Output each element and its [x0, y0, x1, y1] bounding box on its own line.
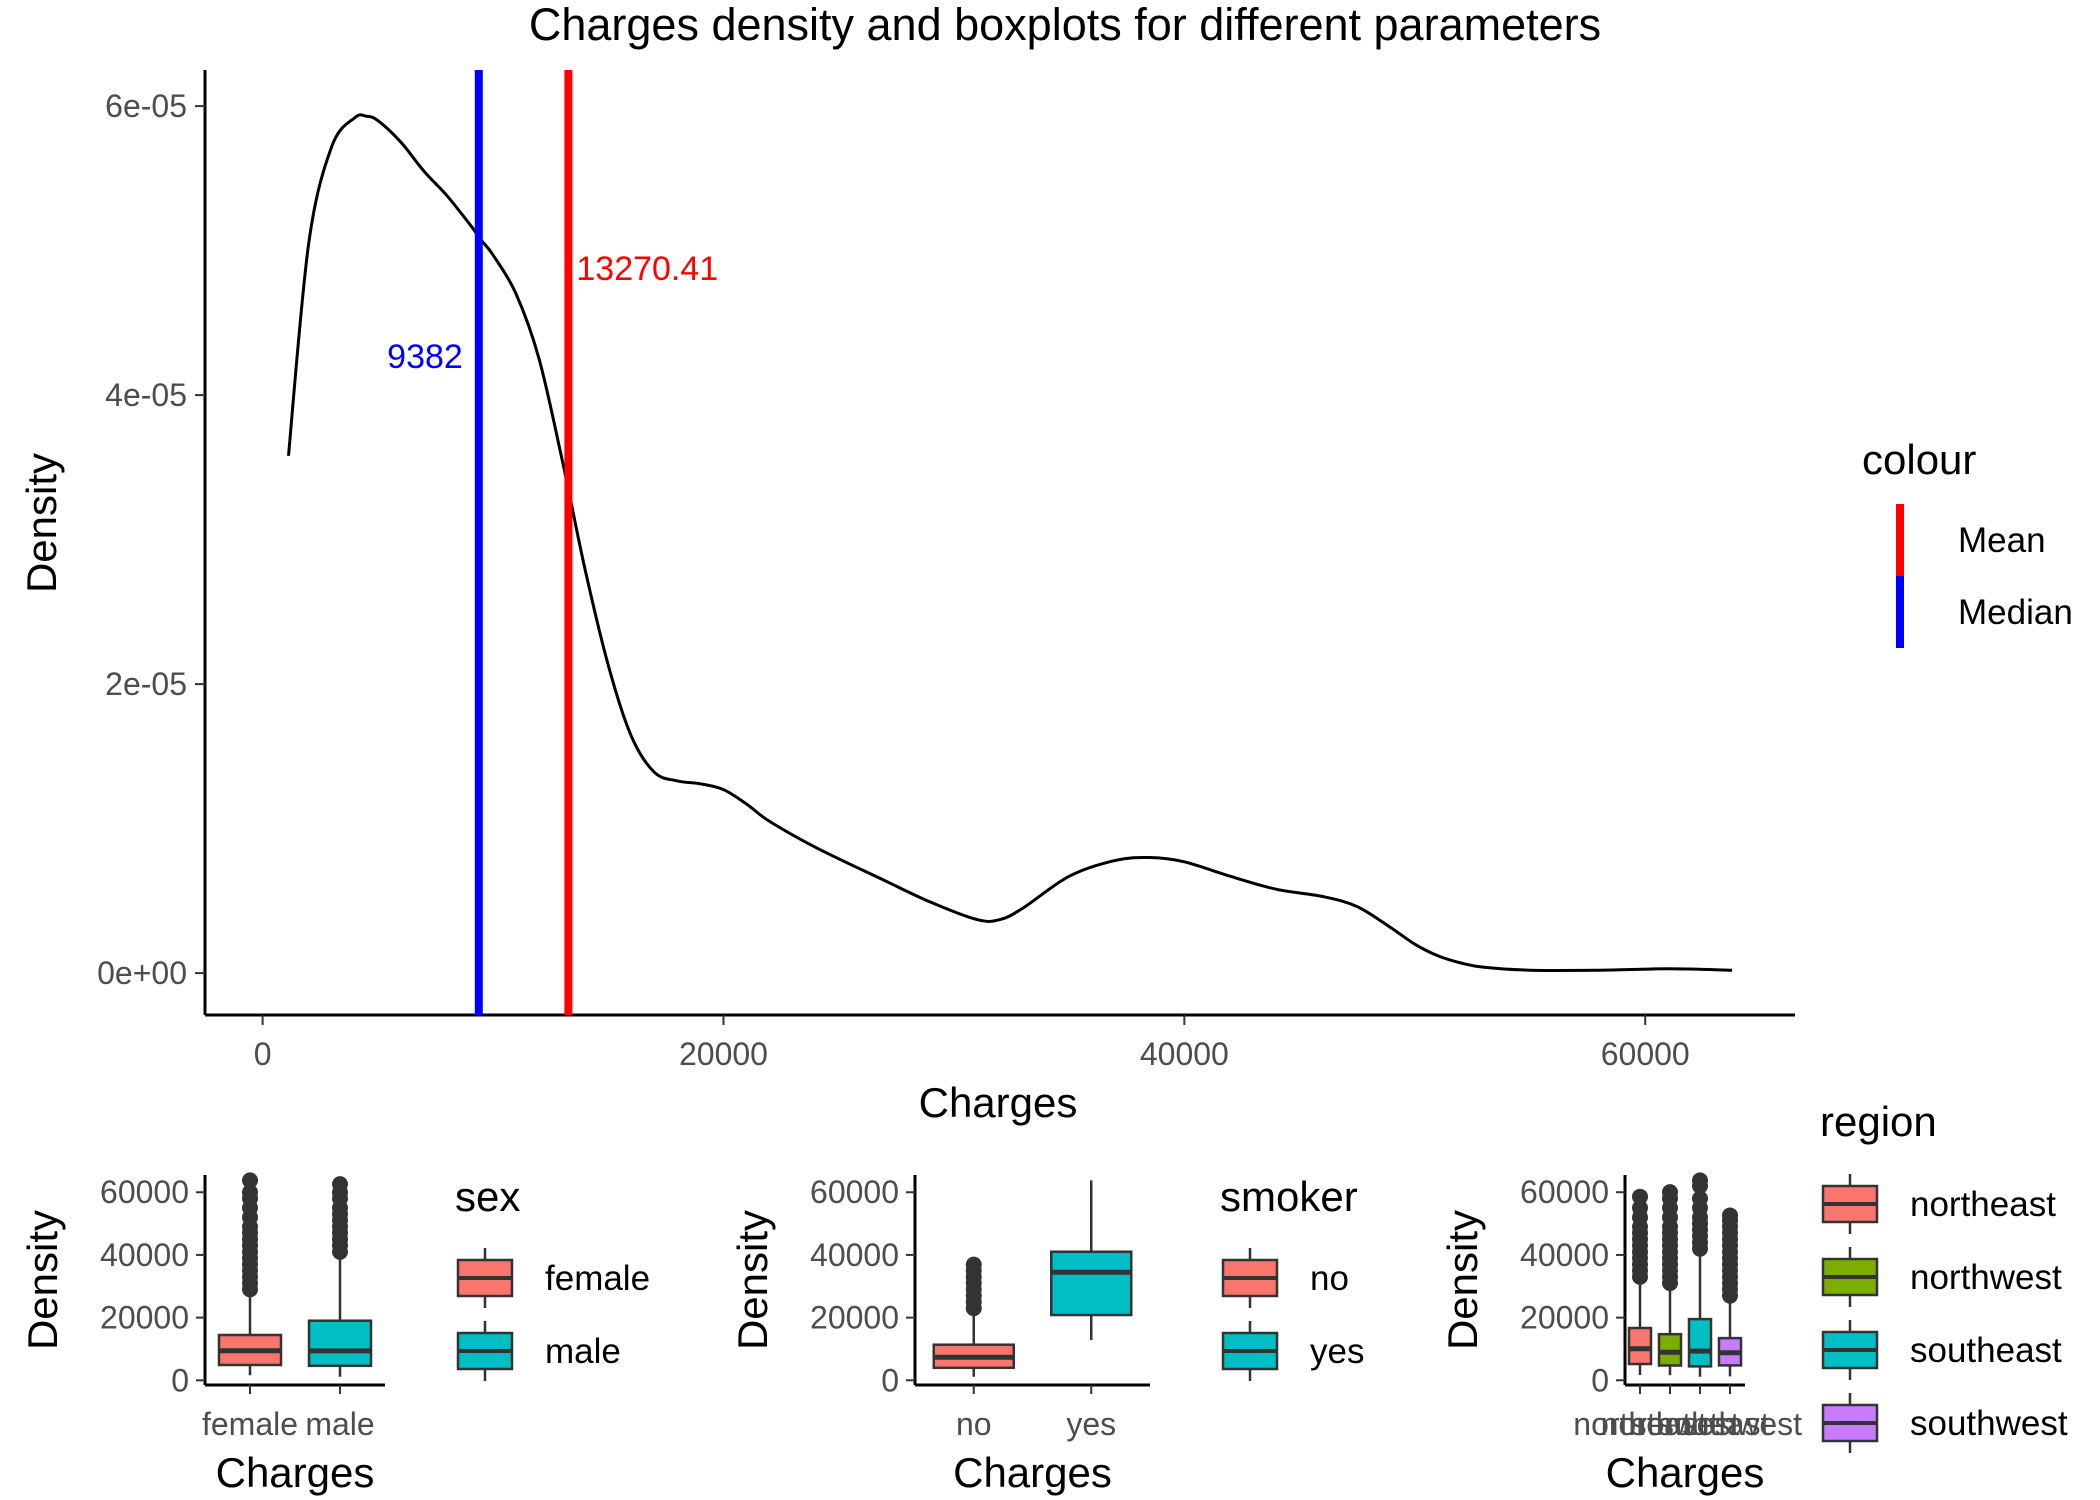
chart-title: Charges density and boxplots for differe… — [529, 0, 1601, 50]
box-outlier — [1632, 1199, 1648, 1216]
box-outlier — [242, 1184, 258, 1201]
box-x-tick-label: no — [956, 1406, 992, 1442]
box-legend-title: sex — [455, 1173, 520, 1220]
box-legend-label: northwest — [1910, 1258, 2062, 1297]
box-y-tick-label: 60000 — [100, 1174, 189, 1210]
y-tick-label: 6e-05 — [105, 88, 187, 124]
box-y-tick-label: 0 — [1591, 1362, 1609, 1398]
box-x-tick-label: northwest — [1601, 1406, 1740, 1442]
box-legend-label: northeast — [1910, 1185, 2056, 1224]
box-outlier — [1722, 1207, 1738, 1224]
box-y-axis-title: Density — [729, 1210, 776, 1350]
box-legend-label: southwest — [1910, 1404, 2068, 1443]
y-tick-label: 2e-05 — [105, 666, 187, 702]
box-x-tick-label: yes — [1066, 1406, 1116, 1442]
box-legend-label: male — [545, 1332, 621, 1371]
box-y-axis-title: Density — [1439, 1210, 1486, 1350]
box-x-tick-label: southwest — [1658, 1406, 1802, 1442]
legend-title: colour — [1862, 436, 1976, 483]
box-outlier — [1692, 1190, 1708, 1207]
box-body — [1687, 1317, 1713, 1368]
box-y-tick-label: 20000 — [1520, 1300, 1609, 1336]
density-curve — [287, 113, 1733, 972]
box-legend-label: no — [1310, 1259, 1349, 1298]
legend-label: Mean — [1958, 521, 2046, 560]
x-tick-label: 60000 — [1601, 1036, 1690, 1072]
main-y-axis-title: Density — [18, 453, 65, 593]
box-x-tick-label: male — [305, 1406, 374, 1442]
x-tick-label: 20000 — [679, 1036, 768, 1072]
box-y-tick-label: 20000 — [100, 1300, 189, 1336]
x-tick-label: 0 — [254, 1036, 272, 1072]
box-legend-label: yes — [1310, 1332, 1364, 1371]
main-x-axis-title: Charges — [919, 1079, 1078, 1126]
box-legend-label: female — [545, 1259, 650, 1298]
box-legend-title: smoker — [1220, 1173, 1358, 1220]
x-tick-label: 40000 — [1140, 1036, 1229, 1072]
box-y-axis-title: Density — [19, 1210, 66, 1350]
box-legend-title: region — [1820, 1098, 1937, 1145]
box-x-tick-label: southeast — [1631, 1406, 1770, 1442]
box-y-tick-label: 0 — [171, 1362, 189, 1398]
box-body — [307, 1319, 373, 1368]
box-x-axis-title: Charges — [216, 1449, 375, 1496]
y-tick-label: 0e+00 — [97, 955, 187, 991]
box-y-tick-label: 40000 — [1520, 1237, 1609, 1273]
box-outlier — [242, 1172, 258, 1189]
legend-label: Median — [1958, 593, 2073, 632]
y-tick-label: 4e-05 — [105, 377, 187, 413]
box-body — [1050, 1250, 1133, 1317]
density-plot: 0 20000 40000 60000 0e+00 2e-05 4e-05 6e-05 1327… — [97, 70, 1795, 1072]
box-y-tick-label: 0 — [881, 1362, 899, 1398]
box-outlier — [332, 1176, 348, 1193]
box-y-tick-label: 60000 — [1520, 1174, 1609, 1210]
box-x-axis-title: Charges — [953, 1449, 1112, 1496]
box-y-tick-label: 40000 — [100, 1237, 189, 1273]
vline-label: 9382 — [387, 338, 463, 376]
box-y-tick-label: 20000 — [810, 1300, 899, 1336]
boxplot-smoker: 0 20000 40000 60000 no yes Charges Density smoke… — [729, 1173, 1364, 1496]
boxplot-region: 0200004000060000northeastnorthwestsouthe… — [1439, 1098, 2068, 1496]
box-outlier — [1632, 1188, 1648, 1205]
box-legend-label: southeast — [1910, 1331, 2062, 1370]
box-outlier — [1692, 1172, 1708, 1189]
box-outlier — [1662, 1184, 1678, 1201]
box-x-tick-label: northeast — [1573, 1406, 1707, 1442]
box-x-tick-label: female — [202, 1406, 298, 1442]
colour-legend: colour Mean Median — [1862, 436, 2073, 648]
box-body — [1627, 1326, 1653, 1366]
box-outlier — [965, 1256, 982, 1273]
box-y-tick-label: 40000 — [810, 1237, 899, 1273]
box-x-axis-title: Charges — [1606, 1449, 1765, 1496]
vline-label: 13270.41 — [576, 250, 718, 288]
box-y-tick-label: 60000 — [810, 1174, 899, 1210]
